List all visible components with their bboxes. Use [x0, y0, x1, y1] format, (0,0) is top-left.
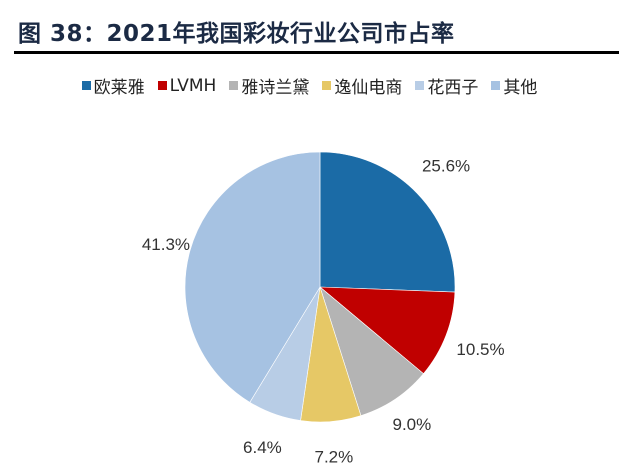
legend-item: LVMH — [157, 73, 217, 98]
pie-slice — [184, 151, 321, 403]
legend-swatch — [322, 81, 332, 90]
data-label: 9.0% — [393, 415, 432, 434]
data-label: 41.3% — [142, 235, 190, 254]
legend-item: 逸仙电商 — [322, 73, 402, 98]
data-label: 25.6% — [422, 157, 470, 176]
data-label: 7.2% — [314, 447, 353, 466]
legend-label: 花西子 — [427, 78, 479, 98]
pie-slice — [319, 286, 456, 375]
legend-label: LVMH — [169, 75, 217, 96]
legend-item: 欧莱雅 — [81, 73, 145, 98]
data-label: 10.5% — [456, 340, 504, 359]
legend-swatch — [157, 81, 167, 90]
legend-label: 其他 — [503, 78, 538, 98]
legend-label: 雅诗兰黛 — [241, 78, 310, 98]
data-label: 6.4% — [243, 438, 282, 457]
chart-title: 图 38：2021年我国彩妆行业公司市占率 — [18, 21, 455, 47]
pie-slice — [319, 151, 456, 293]
legend-swatch — [229, 81, 239, 90]
title-divider — [14, 51, 619, 54]
legend-swatch — [81, 81, 91, 90]
legend-swatch — [415, 81, 425, 90]
legend-item: 花西子 — [415, 73, 478, 98]
legend: 欧莱雅 LVMH 雅诗兰黛 逸仙电商 花西子 其他 — [0, 73, 619, 98]
legend-label: 逸仙电商 — [334, 78, 403, 98]
legend-label: 欧莱雅 — [93, 78, 145, 98]
legend-item: 雅诗兰黛 — [229, 73, 309, 98]
legend-item: 其他 — [491, 73, 537, 98]
legend-swatch — [491, 81, 501, 90]
